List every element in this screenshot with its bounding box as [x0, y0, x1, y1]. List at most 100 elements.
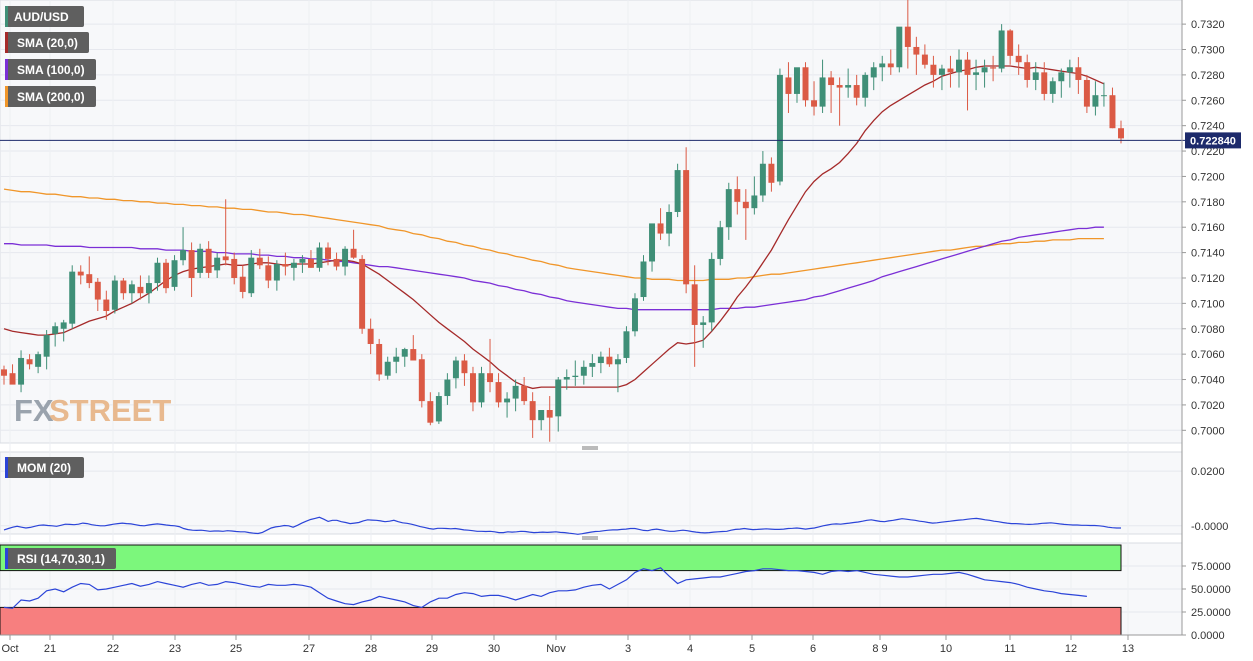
candle-up: [1100, 95, 1107, 97]
svg-text:AUD/USD: AUD/USD: [14, 10, 69, 24]
candle-up: [248, 257, 255, 294]
candle-down: [94, 281, 101, 300]
current-price-label: 0.722840: [1185, 132, 1241, 149]
candle-up: [674, 170, 681, 212]
price-tick-label: 0.7220: [1191, 146, 1225, 158]
candle-down: [350, 248, 357, 258]
candle-down: [785, 77, 792, 94]
candle-down: [410, 349, 417, 361]
candle-up: [273, 264, 280, 281]
candle-down: [205, 248, 212, 273]
candle-up: [299, 258, 306, 263]
candle-down: [1, 369, 7, 376]
price-tick-label: 0.7100: [1191, 298, 1225, 310]
legend-sma-100[interactable]: SMA (100,0): [5, 59, 96, 80]
candle-up: [538, 409, 545, 421]
legend-sma-200[interactable]: SMA (200,0): [5, 86, 96, 107]
candle-down: [333, 258, 340, 267]
candle-down: [239, 276, 246, 292]
sma-200-line: [3, 188, 1104, 282]
sma-20-line: [3, 65, 1105, 390]
candle-up: [435, 396, 442, 422]
candle-up: [60, 322, 67, 329]
candle-up: [589, 363, 596, 367]
candle-up: [862, 74, 869, 98]
price-tick-label: 0.7300: [1191, 45, 1225, 57]
date-tick-label: 29: [426, 643, 438, 655]
rsi-tick-label: 50.0000: [1191, 584, 1231, 596]
candle-up: [512, 385, 519, 399]
candle-down: [1109, 95, 1116, 129]
candle-down: [734, 189, 741, 202]
rsi-line: [3, 567, 1087, 609]
candle-up: [214, 257, 221, 271]
legend-rsi[interactable]: RSI (14,70,30,1): [5, 548, 116, 569]
candle-up: [580, 366, 587, 376]
candle-up: [973, 72, 980, 75]
candle-down: [521, 385, 528, 402]
panel-resize-handle[interactable]: [580, 446, 600, 450]
candle-down: [427, 401, 434, 423]
candle-down: [376, 343, 383, 375]
date-tick-label: 25: [230, 643, 242, 655]
candle-down: [495, 382, 502, 403]
legend-sma-20[interactable]: SMA (20,0): [5, 32, 89, 53]
date-tick-label: 5: [749, 643, 755, 655]
indicator-lines: [3, 516, 1121, 609]
candle-up: [614, 359, 621, 365]
candle-up: [597, 356, 604, 364]
candle-up: [981, 67, 988, 73]
candle-up: [896, 26, 903, 68]
date-tick-label: 22: [107, 643, 119, 655]
price-axis: 0.7000 0.7020 0.7040 0.7060 0.7080 0.7100 0.71…: [1181, 0, 1231, 642]
candle-up: [154, 262, 161, 284]
candle-up: [1049, 81, 1056, 94]
candle-up: [938, 68, 945, 75]
candle-up: [180, 250, 187, 261]
date-tick-label: 28: [365, 643, 377, 655]
candle-down: [887, 63, 894, 68]
candle-down: [811, 100, 818, 107]
candle-up: [819, 77, 826, 107]
candle-up: [666, 211, 673, 234]
candle-up: [998, 30, 1005, 69]
date-axis: Oct 21 22 23 25 27 28 29 30 Nov 3 4 5 6 8 9 10 11 12 13: [0, 634, 1182, 655]
candle-down: [487, 373, 494, 383]
candle-down: [418, 359, 425, 402]
legend-aud-usd[interactable]: AUD/USD: [5, 6, 84, 27]
mom-panel: [0, 451, 1183, 535]
candle-down: [1083, 79, 1090, 107]
candle-up: [145, 283, 152, 294]
candle-down: [120, 280, 127, 294]
candle-up: [708, 258, 715, 323]
panel-resize-handle[interactable]: [580, 536, 600, 540]
price-tick-label: 0.7120: [1191, 273, 1225, 285]
candle-up: [401, 349, 408, 357]
candle-down: [86, 274, 93, 284]
date-tick-label: 30: [488, 643, 500, 655]
candle-up: [555, 379, 562, 417]
mom-tick-label: -0.0000: [1191, 521, 1228, 533]
svg-text:STREET: STREET: [49, 393, 171, 428]
candle-down: [904, 26, 911, 47]
candle-up: [563, 376, 570, 380]
svg-text:0.722840: 0.722840: [1190, 135, 1236, 147]
candle-up: [623, 331, 630, 358]
svg-text:MOM (20): MOM (20): [17, 461, 71, 475]
candle-down: [1041, 72, 1048, 94]
candle-up: [111, 280, 118, 310]
date-tick-label: 21: [44, 643, 56, 655]
candle-up: [384, 361, 391, 376]
candle-down: [231, 258, 238, 278]
candle-down: [853, 85, 860, 98]
candle-down: [836, 85, 843, 88]
candle-up: [1058, 72, 1065, 82]
price-tick-label: 0.7020: [1191, 400, 1225, 412]
candle-up: [128, 284, 135, 294]
legend-mom[interactable]: MOM (20): [5, 457, 84, 478]
candle-down: [913, 46, 920, 55]
candle-up: [845, 85, 852, 88]
svg-text:SMA (200,0): SMA (200,0): [17, 90, 85, 104]
candle-up: [640, 261, 647, 298]
